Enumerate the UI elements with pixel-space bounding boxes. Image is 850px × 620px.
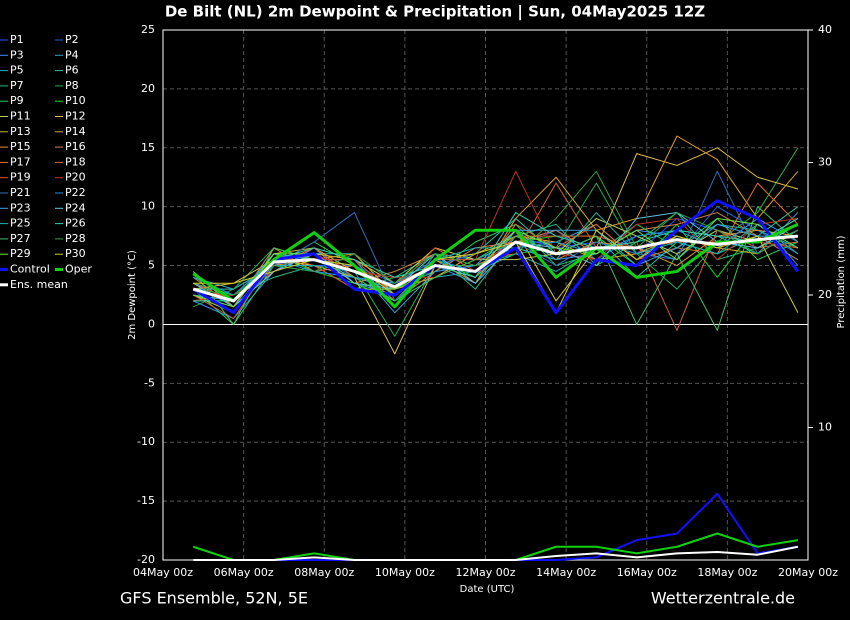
legend-label: P1 [10, 33, 24, 46]
dewpoint-line [192, 222, 799, 309]
chart-title: De Bilt (NL) 2m Dewpoint & Precipitation… [165, 3, 705, 22]
dewpoint-line [192, 234, 799, 303]
x-tick-label: 08May 00z [294, 566, 354, 579]
legend-label: P20 [65, 171, 86, 184]
y-tick-label: 10 [141, 200, 155, 213]
y2-tick-label: 10 [818, 421, 832, 434]
y-tick-label: 5 [148, 259, 155, 272]
precip-line [193, 545, 799, 561]
legend-label: P19 [10, 171, 31, 184]
legend-label: P12 [65, 110, 86, 123]
legend-label: P4 [65, 48, 79, 61]
legend-label: P22 [65, 186, 86, 199]
x-axis-label: Date (UTC) [460, 584, 515, 595]
legend-label: Control [10, 263, 50, 276]
legend-label: P7 [10, 79, 24, 92]
legend-label: P16 [65, 140, 86, 153]
y-tick-label: 15 [141, 141, 155, 154]
x-tick-label: 18May 00z [697, 566, 757, 579]
x-tick-label: 10May 00z [375, 566, 435, 579]
y-tick-label: 0 [148, 317, 155, 330]
legend-label: P9 [10, 94, 24, 107]
y-tick-label: 20 [141, 82, 155, 95]
legend-label: P8 [65, 79, 79, 92]
x-tick-label: 12May 00z [455, 566, 515, 579]
y2-axis-label: Precipitation (mm) [836, 235, 847, 328]
legend-label: P24 [65, 201, 86, 214]
dewpoint-line [192, 212, 799, 308]
legend-label: P28 [65, 232, 86, 245]
y-tick-label: -20 [137, 553, 155, 566]
legend-label: P14 [65, 125, 86, 138]
y-axis-label: 2m Dewpoint (°C) [127, 250, 138, 340]
x-tick-label: 20May 00z [778, 566, 838, 579]
legend-label: Oper [65, 263, 92, 276]
legend-label: P2 [65, 33, 79, 46]
legend-label: P13 [10, 125, 31, 138]
legend-label: P18 [65, 155, 86, 168]
x-tick-label: 14May 00z [536, 566, 596, 579]
legend-label: P11 [10, 110, 31, 123]
legend-label: P5 [10, 64, 24, 77]
y-tick-label: -5 [144, 376, 155, 389]
legend-label: P15 [10, 140, 31, 153]
dewpoint-line [192, 199, 800, 315]
legend-label: P6 [65, 64, 79, 77]
legend-label: Ens. mean [10, 278, 68, 291]
legend-label: P21 [10, 186, 31, 199]
legend-label: P25 [10, 217, 31, 230]
y2-tick-label: 40 [818, 23, 832, 36]
legend-label: P30 [65, 247, 86, 260]
y2-tick-label: 30 [818, 156, 832, 169]
dewpoint-line [193, 217, 799, 308]
x-tick-label: 04May 00z [133, 566, 193, 579]
legend-label: P27 [10, 232, 31, 245]
legend-label: P26 [65, 217, 86, 230]
y-tick-label: 25 [141, 23, 155, 36]
y-tick-label: -10 [137, 435, 155, 448]
legend-label: P23 [10, 201, 31, 214]
footer-source: GFS Ensemble, 52N, 5E [120, 589, 308, 608]
y-tick-label: -15 [137, 494, 155, 507]
y2-tick-label: 20 [818, 288, 832, 301]
legend-label: P3 [10, 48, 24, 61]
footer-site: Wetterzentrale.de [651, 589, 795, 608]
legend-label: P29 [10, 247, 31, 260]
legend-label: P10 [65, 94, 86, 107]
x-tick-label: 06May 00z [214, 566, 274, 579]
x-tick-label: 16May 00z [617, 566, 677, 579]
legend-label: P17 [10, 155, 31, 168]
